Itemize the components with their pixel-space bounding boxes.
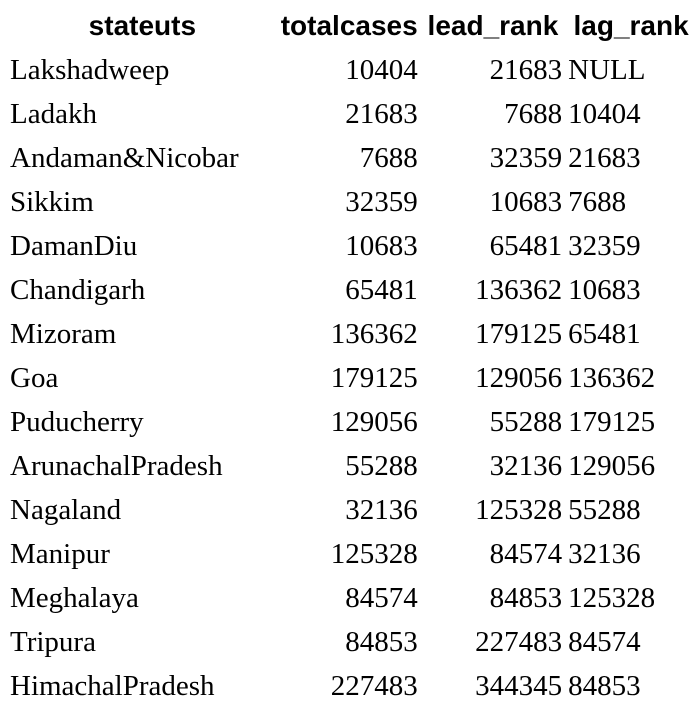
table-row: Goa 179125 129056 136362 bbox=[8, 356, 696, 400]
cell-lead-rank: 136362 bbox=[475, 274, 563, 306]
cell-lead-rank: 344345 bbox=[475, 670, 563, 702]
header-lag-rank: lag_rank bbox=[573, 10, 689, 41]
results-table: stateuts totalcases lead_rank lag_rank L… bbox=[6, 4, 698, 708]
cell-stateuts: Sikkim bbox=[10, 186, 94, 218]
table-row: Sikkim 32359 10683 7688 bbox=[8, 180, 696, 224]
cell-lead-rank: 55288 bbox=[489, 406, 563, 438]
cell-lag-rank: 10404 bbox=[568, 98, 641, 130]
table-header: stateuts totalcases lead_rank lag_rank bbox=[8, 4, 696, 48]
cell-totalcases: 55288 bbox=[345, 450, 418, 482]
cell-lead-rank: 227483 bbox=[475, 626, 563, 658]
table-row: Lakshadweep 10404 21683 NULL bbox=[8, 48, 696, 92]
cell-lag-rank: 84853 bbox=[568, 670, 641, 702]
cell-totalcases: 32359 bbox=[345, 186, 418, 218]
cell-stateuts: Lakshadweep bbox=[10, 54, 170, 86]
cell-lead-rank: 32136 bbox=[489, 450, 563, 482]
cell-lag-rank: 179125 bbox=[568, 406, 656, 438]
cell-lag-rank: 21683 bbox=[568, 142, 641, 174]
cell-stateuts: DamanDiu bbox=[10, 230, 138, 262]
cell-totalcases: 21683 bbox=[345, 98, 418, 130]
table-row: Nagaland 32136 125328 55288 bbox=[8, 488, 696, 532]
cell-lag-rank: 32359 bbox=[568, 230, 641, 262]
cell-lead-rank: 129056 bbox=[475, 362, 563, 394]
table-row: Meghalaya 84574 84853 125328 bbox=[8, 576, 696, 620]
table-row: Puducherry 129056 55288 179125 bbox=[8, 400, 696, 444]
cell-stateuts: Puducherry bbox=[10, 406, 144, 438]
table-row: Andaman&Nicobar 7688 32359 21683 bbox=[8, 136, 696, 180]
header-totalcases: totalcases bbox=[280, 10, 418, 41]
cell-stateuts: Manipur bbox=[10, 538, 110, 570]
header-lead-rank: lead_rank bbox=[427, 10, 559, 41]
cell-stateuts: Andaman&Nicobar bbox=[10, 142, 239, 174]
cell-lead-rank: 84853 bbox=[489, 582, 563, 614]
cell-lag-rank: 32136 bbox=[568, 538, 641, 570]
cell-stateuts: Tripura bbox=[10, 626, 96, 658]
table-row: ArunachalPradesh 55288 32136 129056 bbox=[8, 444, 696, 488]
cell-lead-rank: 179125 bbox=[475, 318, 563, 350]
cell-lead-rank: 84574 bbox=[489, 538, 563, 570]
cell-lag-rank: 7688 bbox=[568, 186, 627, 218]
cell-lag-rank: 10683 bbox=[568, 274, 641, 306]
header-row: stateuts totalcases lead_rank lag_rank bbox=[8, 4, 696, 48]
cell-stateuts: ArunachalPradesh bbox=[10, 450, 223, 482]
cell-lead-rank: 32359 bbox=[489, 142, 563, 174]
cell-totalcases: 32136 bbox=[345, 494, 418, 526]
cell-lag-rank: 65481 bbox=[568, 318, 641, 350]
cell-totalcases: 10404 bbox=[345, 54, 418, 86]
cell-stateuts: Goa bbox=[10, 362, 59, 394]
table-row: Tripura 84853 227483 84574 bbox=[8, 620, 696, 664]
cell-lead-rank: 7688 bbox=[504, 98, 563, 130]
cell-lag-rank: 136362 bbox=[568, 362, 656, 394]
cell-totalcases: 84574 bbox=[345, 582, 418, 614]
cell-stateuts: Nagaland bbox=[10, 494, 122, 526]
cell-stateuts: Chandigarh bbox=[10, 274, 146, 306]
cell-lag-rank: 84574 bbox=[568, 626, 641, 658]
cell-totalcases: 179125 bbox=[330, 362, 418, 394]
cell-totalcases: 129056 bbox=[330, 406, 418, 438]
cell-stateuts: Meghalaya bbox=[10, 582, 139, 614]
cell-lag-rank: NULL bbox=[568, 54, 646, 86]
header-stateuts: stateuts bbox=[88, 10, 197, 41]
table-row: DamanDiu 10683 65481 32359 bbox=[8, 224, 696, 268]
cell-lead-rank: 21683 bbox=[489, 54, 563, 86]
cell-lead-rank: 10683 bbox=[489, 186, 563, 218]
cell-lag-rank: 55288 bbox=[568, 494, 641, 526]
cell-totalcases: 7688 bbox=[359, 142, 418, 174]
cell-totalcases: 65481 bbox=[345, 274, 418, 306]
cell-totalcases: 10683 bbox=[345, 230, 418, 262]
cell-lag-rank: 125328 bbox=[568, 582, 656, 614]
cell-totalcases: 84853 bbox=[345, 626, 418, 658]
cell-stateuts: Ladakh bbox=[10, 98, 97, 130]
cell-lead-rank: 125328 bbox=[475, 494, 563, 526]
cell-totalcases: 227483 bbox=[330, 670, 418, 702]
table-row: Mizoram 136362 179125 65481 bbox=[8, 312, 696, 356]
table-row: Ladakh 21683 7688 10404 bbox=[8, 92, 696, 136]
cell-stateuts: Mizoram bbox=[10, 318, 117, 350]
cell-totalcases: 125328 bbox=[330, 538, 418, 570]
table-row: HimachalPradesh 227483 344345 84853 bbox=[8, 664, 696, 708]
table-body: Lakshadweep 10404 21683 NULL Ladakh 21683 7688… bbox=[8, 48, 696, 708]
cell-totalcases: 136362 bbox=[330, 318, 418, 350]
table-row: Chandigarh 65481 136362 10683 bbox=[8, 268, 696, 312]
cell-stateuts: HimachalPradesh bbox=[10, 670, 215, 702]
cell-lag-rank: 129056 bbox=[568, 450, 656, 482]
cell-lead-rank: 65481 bbox=[489, 230, 563, 262]
table-row: Manipur 125328 84574 32136 bbox=[8, 532, 696, 576]
